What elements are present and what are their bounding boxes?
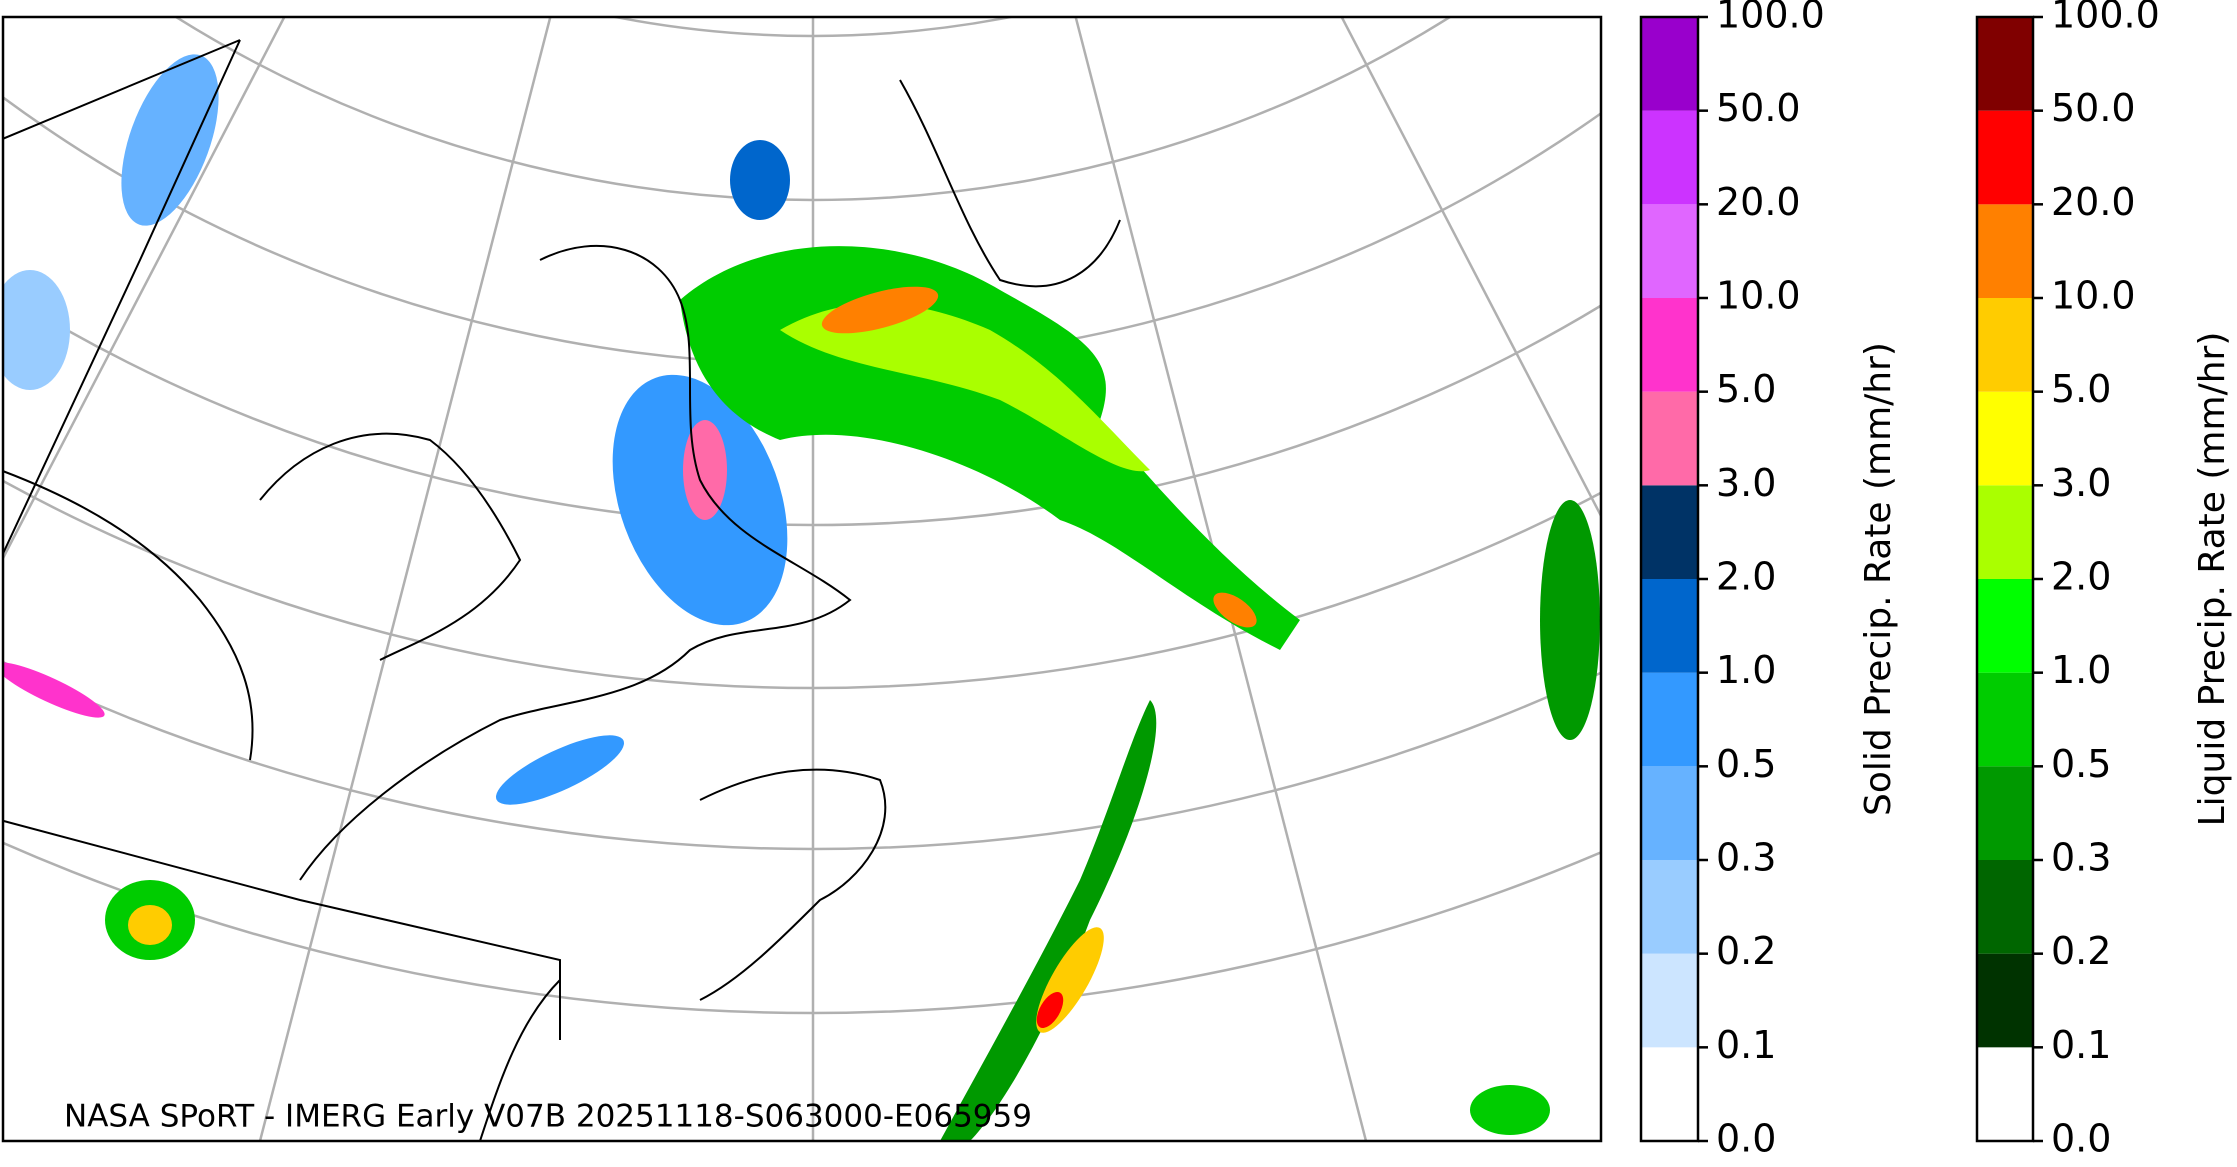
colorbar-segment <box>1977 672 2033 767</box>
colorbar-segment <box>1641 766 1698 860</box>
colorbar-tick-label: 2.0 <box>1716 555 1776 599</box>
colorbar-tick-label: 0.1 <box>1716 1023 1776 1067</box>
colorbar-tick-label: 0.2 <box>1716 929 1776 973</box>
colorbar-tick-label: 3.0 <box>1716 461 1776 505</box>
colorbar-tick-label: 50.0 <box>2051 86 2136 130</box>
colorbar-tick-label: 1.0 <box>1716 648 1776 692</box>
colorbar-segment <box>1977 860 2033 954</box>
colorbar-tick-label: 1.0 <box>2051 648 2111 692</box>
colorbar-segment <box>1641 485 1698 579</box>
colorbar-segment <box>1977 298 2033 392</box>
colorbar-tick-label: 10.0 <box>2051 274 2136 318</box>
colorbar-segment <box>1977 1047 2033 1141</box>
credit: NASA SPoRT - IMERG Early V07B 20251118-S… <box>64 1099 1032 1135</box>
colorbar-tick-label: 0.5 <box>1716 742 1776 786</box>
colorbar-segment <box>1641 1047 1698 1141</box>
colorbar-segment <box>1977 953 2033 1048</box>
map-frame <box>1 15 1603 1143</box>
colorbar-segment <box>1641 110 1698 205</box>
colorbar-tick-label: 2.0 <box>2051 555 2111 599</box>
colorbar-tick-label: 20.0 <box>2051 180 2136 224</box>
graticule <box>3 17 1601 1141</box>
colorbar-segment <box>1977 579 2033 673</box>
colorbar-tick-label: 0.3 <box>2051 836 2111 880</box>
colorbar-segment <box>1641 204 1698 298</box>
colorbar-segment <box>1977 766 2033 860</box>
colorbar-segment <box>1977 17 2033 111</box>
colorbar-segment <box>1641 579 1698 673</box>
colorbar-tick-label: 3.0 <box>2051 461 2111 505</box>
colorbar-label: Solid Precip. Rate (mm/hr) <box>1858 342 1899 816</box>
colorbar-tick-label: 0.2 <box>2051 929 2111 973</box>
colorbar-tick-label: 20.0 <box>1716 180 1801 224</box>
colorbar-segment <box>1977 110 2033 205</box>
colorbar-segment <box>1641 17 1698 111</box>
colorbar-segment <box>1641 391 1698 486</box>
colorbar-tick-label: 5.0 <box>1716 367 1776 411</box>
colorbar-tick-label: 0.0 <box>2051 1117 2111 1161</box>
precipitation <box>3 54 1600 1141</box>
coastlines <box>3 39 1121 1141</box>
colorbar-tick-label: 100.0 <box>1716 0 1825 37</box>
colorbar-tick-label: 50.0 <box>1716 86 1801 130</box>
colorbar-tick-label: 0.1 <box>2051 1023 2111 1067</box>
colorbar-segment <box>1977 391 2033 486</box>
colorbar-label: Liquid Precip. Rate (mm/hr) <box>2192 332 2233 827</box>
colorbar-tick-label: 0.3 <box>1716 836 1776 880</box>
colorbar-tick-label: 10.0 <box>1716 274 1801 318</box>
colorbar-segment <box>1977 204 2033 298</box>
colorbar-segment <box>1641 672 1698 767</box>
map <box>3 17 1601 1141</box>
colorbar-segment <box>1977 485 2033 579</box>
colorbar-segment <box>1641 953 1698 1048</box>
colorbar-tick-label: 100.0 <box>2051 0 2160 37</box>
colorbar-tick-label: 5.0 <box>2051 367 2111 411</box>
colorbar-segment <box>1641 860 1698 954</box>
colorbar-tick-label: 0.0 <box>1716 1117 1776 1161</box>
colorbar-tick-label: 0.5 <box>2051 742 2111 786</box>
colorbar-segment <box>1641 298 1698 392</box>
